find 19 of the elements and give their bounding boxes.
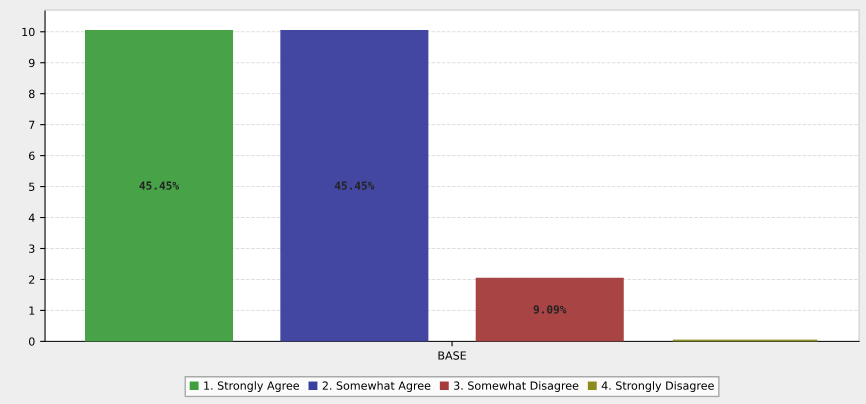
- legend-label: 3. Somewhat Disagree: [454, 381, 578, 392]
- legend-label: 2. Somewhat Agree: [322, 381, 430, 392]
- y-tick-label: 10: [22, 28, 35, 36]
- y-tick-label: 1: [29, 306, 34, 315]
- legend-label: 1. Strongly Agree: [204, 381, 300, 392]
- y-tick-label: 0: [28, 337, 35, 346]
- annotation: 45.45%: [139, 182, 179, 190]
- y-tick-label: 5: [29, 182, 34, 191]
- annotation: 45.45%: [334, 182, 374, 190]
- y-tick-label: 6: [29, 152, 35, 160]
- legend-label: 4. Strongly Disagree: [602, 381, 714, 392]
- y-tick-label: 2: [29, 275, 34, 284]
- y-tick-label: 8: [28, 90, 35, 98]
- y-tick-label: 3: [29, 244, 34, 253]
- y-tick-label: 9: [28, 58, 35, 68]
- x-tick-label: BASE: [438, 351, 466, 360]
- y-tick-label: 7: [29, 120, 34, 129]
- annotation: 9.09%: [534, 305, 566, 314]
- y-tick-label: 4: [28, 214, 35, 222]
